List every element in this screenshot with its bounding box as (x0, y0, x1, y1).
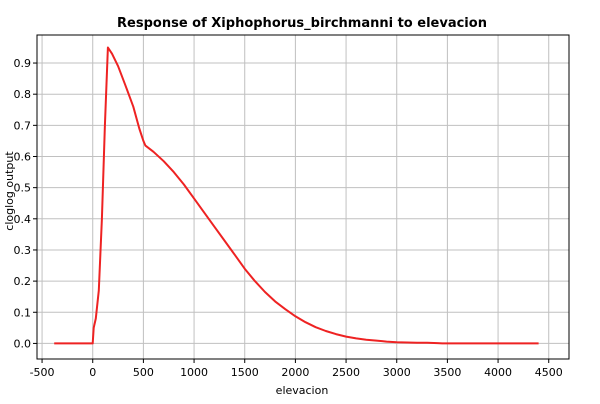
x-tick-label: -500 (30, 366, 55, 379)
x-axis-label: elevacion (276, 384, 329, 397)
x-tick-label: 500 (133, 366, 154, 379)
response-curve-line (54, 46, 539, 345)
chart-title: Response of Xiphophorus_birchmanni to el… (117, 16, 487, 31)
series-layer (54, 46, 539, 345)
y-axis-label: cloglog output (3, 151, 16, 231)
x-tick-label: 1000 (180, 366, 208, 379)
x-tick-label: 4000 (484, 366, 512, 379)
x-tick-label: 0 (89, 366, 96, 379)
plot-frame (36, 34, 570, 360)
x-tick-label: 3500 (433, 366, 461, 379)
y-tick-label: 0.6 (14, 151, 32, 164)
y-tick-label: 0.9 (14, 57, 32, 70)
y-tick-label: 0.3 (14, 244, 32, 257)
x-tick-label: 2000 (281, 366, 309, 379)
y-tick-label: 0.1 (14, 306, 32, 319)
y-tick-label: 0.2 (14, 275, 32, 288)
x-tick-label: 4500 (535, 366, 563, 379)
x-tick-label: 3000 (383, 366, 411, 379)
y-tick-label: 0.0 (14, 337, 32, 350)
grid-lines (37, 35, 569, 359)
y-tick-label: 0.8 (14, 88, 32, 101)
x-tick-label: 1500 (231, 366, 259, 379)
x-tick-label: 2500 (332, 366, 360, 379)
y-tick-label: 0.7 (14, 119, 32, 132)
axis-ticks: -500 0 500 1000 1500 2000 2500 3000 3500 4000 4500… (14, 57, 563, 379)
y-tick-label: 0.4 (14, 213, 32, 226)
y-tick-label: 0.5 (14, 182, 32, 195)
